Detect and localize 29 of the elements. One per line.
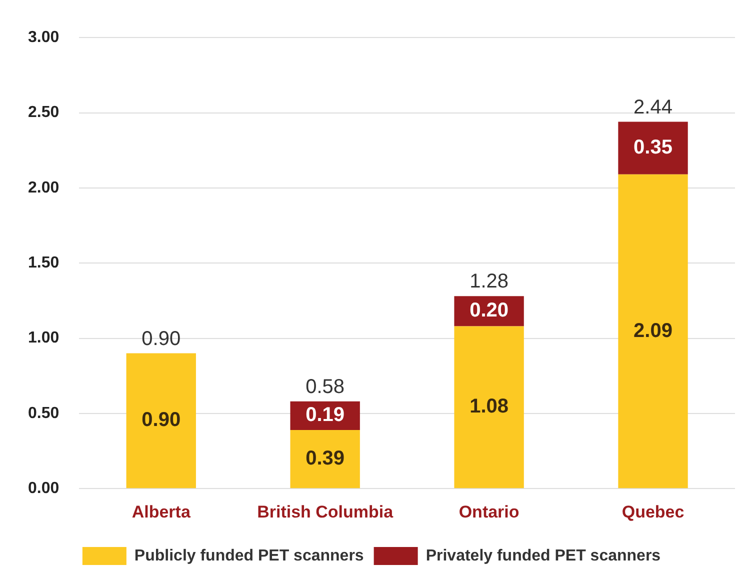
x-tick-label: Ontario [458, 502, 520, 522]
x-tick-label: British Columbia [257, 502, 394, 522]
y-tick-label: 0.00 [28, 480, 60, 498]
y-tick-label: 3.00 [28, 29, 60, 46]
bar [126, 353, 196, 488]
y-tick-label: 2.00 [28, 179, 60, 196]
total-label: 1.28 [470, 270, 509, 293]
data-label: 0.39 [306, 448, 345, 470]
legend-label: Publicly funded PET scanners [134, 547, 364, 564]
data-label: 2.09 [634, 320, 672, 342]
total-label: 0.58 [306, 376, 345, 398]
data-label: 0.19 [306, 404, 345, 426]
data-label: 1.08 [470, 396, 509, 418]
x-tick-label: Quebec [622, 502, 684, 522]
x-tick-label: Alberta [132, 502, 191, 522]
legend-label: Privately funded PET scanners [426, 547, 661, 564]
bar [290, 430, 360, 488]
bar [618, 122, 688, 174]
data-label: 0.20 [470, 300, 509, 322]
y-tick-label: 0.50 [28, 404, 60, 422]
bar [618, 174, 688, 488]
total-label: 0.90 [142, 328, 181, 350]
data-label: 0.90 [142, 409, 181, 432]
y-tick-label: 1.00 [28, 330, 60, 347]
bar [454, 326, 524, 488]
y-tick-label: 2.50 [28, 104, 60, 122]
total-label: 2.44 [634, 96, 672, 118]
y-tick-label: 1.50 [28, 254, 60, 272]
data-label: 0.35 [634, 136, 672, 159]
